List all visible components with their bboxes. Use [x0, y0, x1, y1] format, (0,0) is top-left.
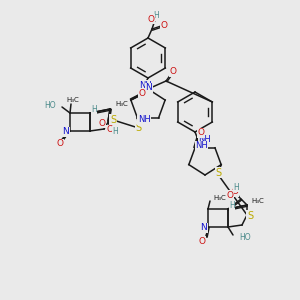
- Text: S: S: [247, 211, 253, 221]
- Text: H: H: [112, 127, 118, 136]
- Text: O: O: [98, 118, 106, 127]
- Text: O: O: [197, 128, 205, 137]
- Text: O: O: [148, 14, 154, 23]
- Text: H₃C: H₃C: [251, 198, 264, 204]
- Text: S: S: [135, 123, 142, 133]
- Text: H: H: [229, 202, 235, 211]
- Text: O: O: [56, 140, 64, 148]
- Text: N: N: [200, 224, 207, 232]
- Text: O: O: [226, 190, 233, 200]
- Text: H: H: [153, 11, 159, 20]
- Text: O: O: [232, 188, 238, 196]
- Text: O: O: [199, 236, 206, 245]
- Text: H: H: [233, 182, 239, 191]
- Text: NH: NH: [198, 136, 211, 145]
- Text: HO: HO: [239, 232, 250, 242]
- Text: O: O: [169, 68, 176, 76]
- Text: O: O: [138, 88, 146, 98]
- Text: H₃C: H₃C: [67, 97, 80, 103]
- Text: NH: NH: [195, 141, 208, 150]
- Text: O: O: [160, 20, 167, 29]
- Text: NH: NH: [138, 116, 151, 124]
- Text: NH: NH: [139, 80, 152, 89]
- Text: N: N: [146, 83, 152, 92]
- Text: H₃C: H₃C: [213, 195, 226, 201]
- Text: H: H: [91, 106, 97, 115]
- Text: N: N: [62, 128, 69, 136]
- Text: S: S: [110, 115, 116, 125]
- Text: O: O: [106, 125, 113, 134]
- Text: S: S: [215, 168, 221, 178]
- Text: HO: HO: [44, 100, 56, 109]
- Text: H₃C: H₃C: [115, 101, 128, 107]
